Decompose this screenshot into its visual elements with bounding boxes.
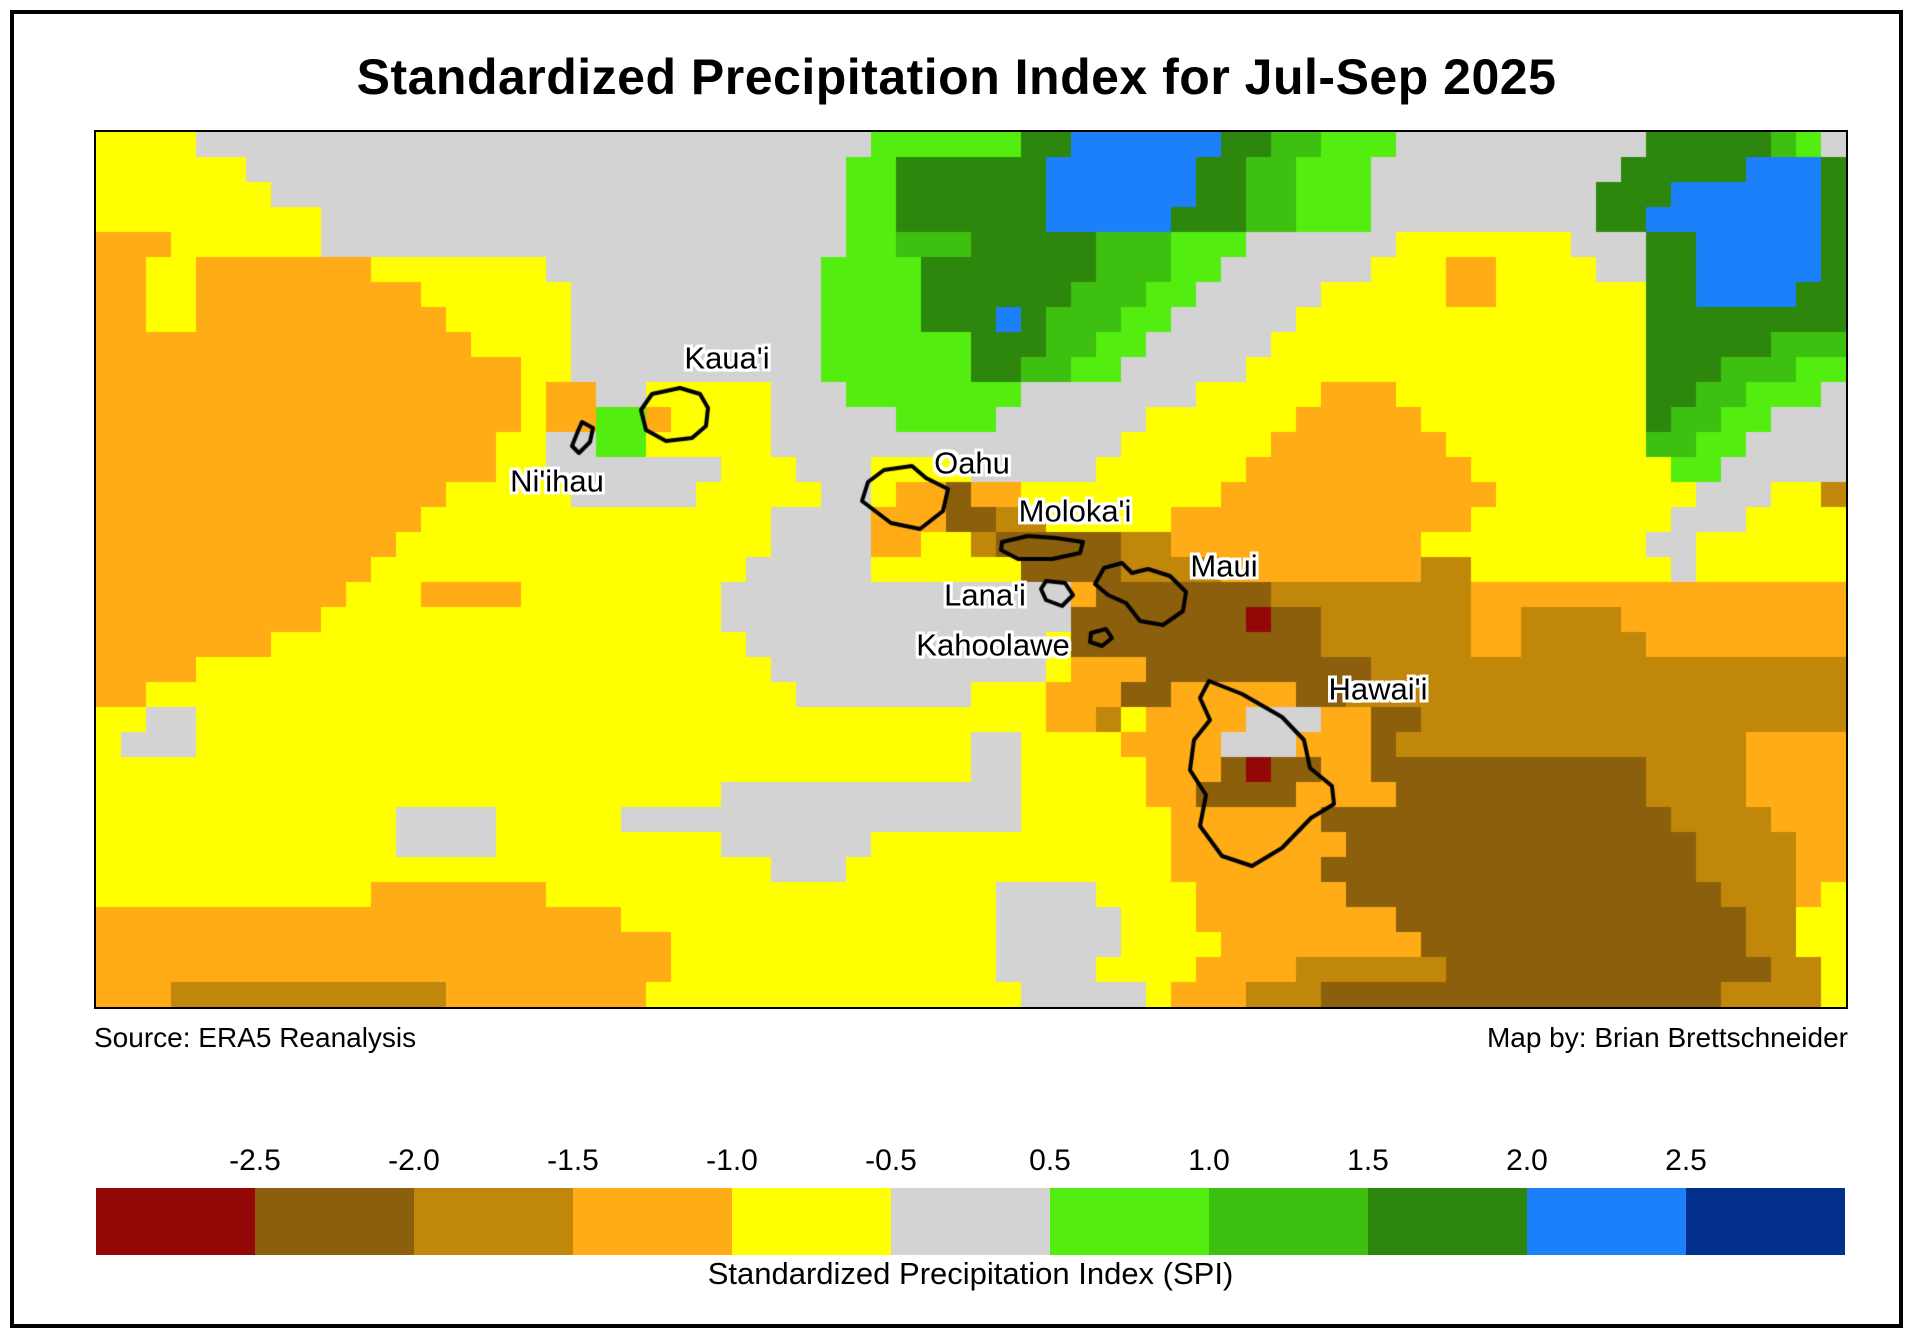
island-label-kauai: Kaua'i [684, 340, 770, 376]
colorbar-segment-10 [1686, 1188, 1845, 1255]
island-label-molokai: Moloka'i [1018, 493, 1132, 529]
colorbar-tick-1.5: 1.5 [1347, 1144, 1389, 1177]
colorbar-segment-7 [1209, 1188, 1368, 1255]
island-label-kahoolawe: Kahoolawe [916, 627, 1070, 663]
spi-raster-canvas [96, 132, 1846, 1007]
attribution-row: Source: ERA5 Reanalysis Map by: Brian Br… [94, 1022, 1848, 1054]
colorbar-tick--1.5: -1.5 [547, 1144, 599, 1177]
colorbar-tick-labels: -2.5 -2.0 -1.5 -1.0 -0.5 0.5 1.0 1.5 2.0 2.5 [96, 1144, 1845, 1180]
page-title: Standardized Precipitation Index for Jul… [356, 49, 1557, 105]
island-label-lanai: Lana'i [944, 577, 1026, 613]
colorbar-segment-5 [891, 1188, 1050, 1255]
colorbar-segment-0 [96, 1188, 255, 1255]
colorbar-segment-6 [1050, 1188, 1209, 1255]
island-label-maui: Maui [1190, 548, 1258, 584]
colorbar-tick-2.5: 2.5 [1665, 1144, 1707, 1177]
colorbar-segment-8 [1368, 1188, 1527, 1255]
island-label-hawaii: Hawai'i [1328, 671, 1428, 707]
colorbar-segment-3 [573, 1188, 732, 1255]
island-label-oahu: Oahu [934, 445, 1010, 481]
credit-note: Map by: Brian Brettschneider [1486, 1022, 1848, 1053]
colorbar-tick--1.0: -1.0 [706, 1144, 758, 1177]
colorbar-segment-2 [414, 1188, 573, 1255]
colorbar-tick-2.0: 2.0 [1506, 1144, 1548, 1177]
colorbar-tick-1.0: 1.0 [1188, 1144, 1230, 1177]
colorbar-tick--2.5: -2.5 [229, 1144, 281, 1177]
colorbar-segment-1 [255, 1188, 414, 1255]
colorbar-segment-4 [732, 1188, 891, 1255]
page-frame: Standardized Precipitation Index for Jul… [10, 10, 1903, 1328]
colorbar [96, 1188, 1845, 1255]
colorbar-tick--2.0: -2.0 [388, 1144, 440, 1177]
source-note: Source: ERA5 Reanalysis [94, 1022, 417, 1053]
colorbar-tick--0.5: -0.5 [865, 1144, 917, 1177]
island-label-niihau: Ni'ihau [510, 463, 604, 499]
colorbar-segment-9 [1527, 1188, 1686, 1255]
colorbar-tick-0.5: 0.5 [1029, 1144, 1071, 1177]
colorbar-caption: Standardized Precipitation Index (SPI) [707, 1256, 1234, 1291]
spi-map: Kaua'i Ni'ihau Oahu Moloka'i Lana'i Kaho… [94, 130, 1848, 1009]
